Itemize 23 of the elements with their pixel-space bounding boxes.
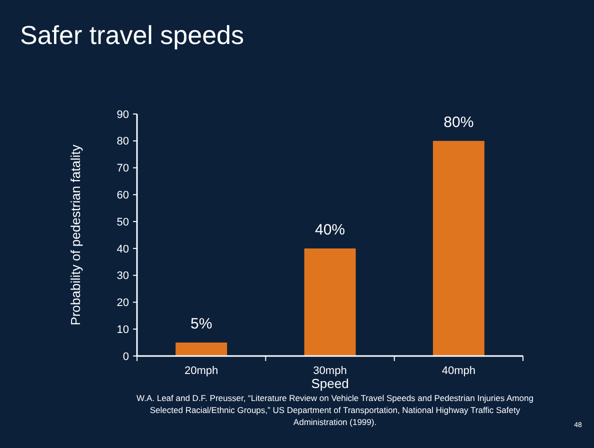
y-tick-label: 40 bbox=[116, 243, 129, 256]
x-tick-label: 30mph bbox=[313, 365, 347, 377]
data-label: 5% bbox=[190, 316, 212, 333]
y-tick-label: 60 bbox=[116, 190, 129, 202]
y-axis-title: Probability of pedestrian fatality bbox=[68, 144, 83, 326]
y-tick-label: 0 bbox=[122, 350, 129, 363]
data-label: 80% bbox=[444, 114, 474, 131]
y-tick-label: 70 bbox=[116, 162, 129, 175]
y-tick-label: 10 bbox=[116, 324, 129, 336]
bar bbox=[304, 248, 356, 356]
text: W.A. Leaf and D.F. Preusser, “Literature Review on Vehicle Travel Speeds and Pedestrian Injuries Among Selected Racial/Ethnic Groups,” US Department of Transportation, National Highway Traffic Safety Administration (1999). bbox=[136, 393, 534, 427]
y-tick-label: 30 bbox=[116, 270, 129, 282]
x-tick-label: 20mph bbox=[184, 365, 218, 377]
bar bbox=[432, 140, 484, 356]
chart-title: Safer travel speeds bbox=[20, 20, 244, 50]
bar bbox=[176, 342, 228, 356]
y-tick-label: 80 bbox=[116, 136, 129, 148]
x-tick-label: 40mph bbox=[442, 365, 476, 377]
y-tick-label: 90 bbox=[116, 108, 129, 121]
data-label: 40% bbox=[314, 221, 346, 238]
x-axis-title: Speed bbox=[311, 376, 349, 391]
y-tick-label: 20 bbox=[116, 297, 129, 310]
y-tick-label: 50 bbox=[116, 216, 129, 228]
